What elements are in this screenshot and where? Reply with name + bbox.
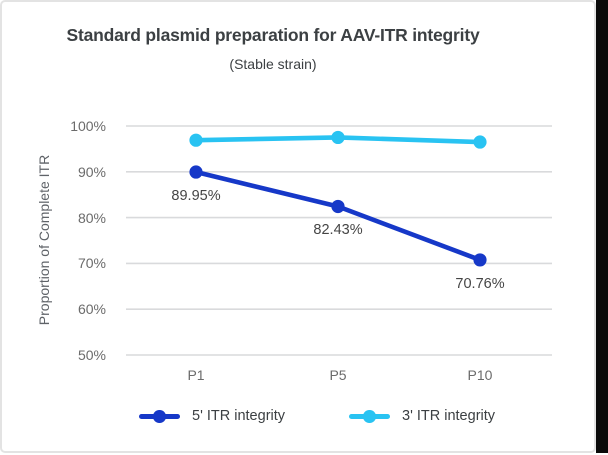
legend-label: 5' ITR integrity: [192, 408, 286, 424]
chart-title: Standard plasmid preparation for AAV-ITR…: [66, 25, 480, 45]
x-tick-label: P5: [329, 367, 347, 383]
data-point: [331, 130, 345, 145]
data-point-label: 82.43%: [313, 222, 363, 239]
gridlines: [126, 125, 552, 356]
line-series-icon: [349, 410, 390, 423]
y-tick-label: 80%: [77, 209, 106, 226]
legend-item-5-itr: 5' ITR integrity: [139, 405, 285, 427]
data-point: [189, 133, 203, 147]
line-series-icon: [139, 410, 180, 423]
data-point: [473, 253, 487, 267]
data-point: [189, 165, 203, 179]
chart-card: Standard plasmid preparation for AAV-ITR…: [0, 0, 596, 453]
legend-label: 3' ITR integrity: [402, 408, 496, 424]
right-dark-strip: [596, 0, 608, 453]
data-point-label: 70.76%: [455, 275, 505, 292]
y-tick-label: 50%: [77, 347, 106, 363]
y-tick-label: 60%: [77, 301, 106, 318]
x-tick-label: P10: [467, 367, 493, 383]
series-line-0: [193, 169, 483, 263]
y-tick-label: 90%: [77, 163, 106, 180]
y-tick-label: 100%: [70, 118, 106, 134]
y-tick-label: 70%: [77, 255, 106, 272]
data-point-label: 89.95%: [171, 188, 221, 205]
legend-item-3-itr: 3' ITR integrity: [349, 405, 495, 427]
chart-plot-area: [126, 125, 552, 356]
chart-subtitle: (Stable strain): [229, 56, 317, 72]
x-tick-label: P1: [187, 367, 205, 383]
chart-legend: 5' ITR integrity 3' ITR integrity: [2, 405, 598, 427]
data-point: [473, 135, 487, 149]
data-point: [331, 199, 345, 214]
